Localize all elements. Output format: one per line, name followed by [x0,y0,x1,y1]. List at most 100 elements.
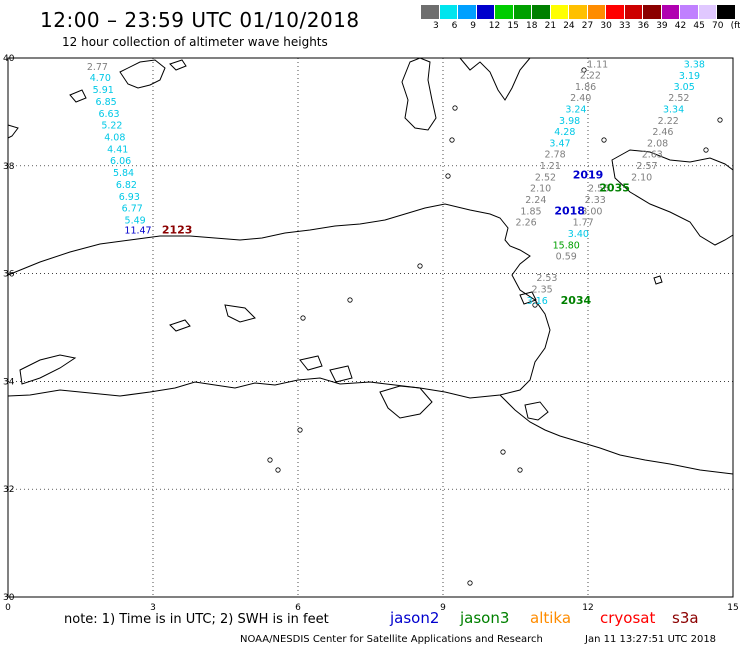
coastline [299,355,323,371]
scale-swatch [439,5,458,19]
scale-label: 9 [470,21,476,31]
wave-height-label: 3.47 [549,138,570,149]
map-title: 12:00 – 23:59 UTC 01/10/2018 [40,8,360,32]
scale-swatch [717,5,736,19]
wave-height-label: 0.59 [556,252,577,263]
scale-swatch [606,5,625,19]
map-subtitle: 12 hour collection of altimeter wave hei… [62,35,328,49]
wave-height-label: 2.22 [658,116,679,127]
islet [300,315,306,321]
x-tick-label: 6 [295,603,301,613]
scale-swatch [643,5,662,19]
coastline [69,89,87,103]
wave-height-label: 1.21 [540,161,561,172]
color-scale-bar [421,5,736,19]
wave-height-label: 2.26 [516,218,537,229]
scale-label: 70 [712,21,724,31]
pass-time-label: 2018 [554,204,585,217]
coastline [519,291,537,305]
wave-height-label: 2.52 [668,93,689,104]
wave-height-label: 6.06 [110,156,131,167]
wave-height-label: 15.80 [553,240,580,251]
wave-height-label: 2.52 [535,172,556,183]
wave-height-label: 2.56 [588,184,609,195]
scale-label: 42 [674,21,687,31]
legend-item-altika: altika [530,609,572,627]
wave-height-label: 5.84 [113,168,134,179]
coastline [19,354,77,385]
wave-height-label: 1.86 [575,82,596,93]
wave-height-label: 2.63 [642,150,663,161]
islet [532,302,538,308]
wave-height-label: 2.08 [647,138,668,149]
wave-height-label: 2.22 [580,70,601,81]
pass-time-label: 2034 [561,294,592,307]
x-tick-label: 0 [5,603,11,613]
wave-height-label: 2.46 [652,127,673,138]
wave-height-label: 2.40 [570,93,591,104]
islet [500,449,506,455]
scale-swatch [587,5,606,19]
scale-label: 33 [619,21,631,31]
x-tick-label: 12 [582,603,593,613]
scale-swatch [698,5,717,19]
wave-height-label: 3.16 [527,296,548,307]
scale-swatch [458,5,477,19]
generated-timestamp: Jan 11 13:27:51 UTC 2018 [585,634,717,645]
footer-note: note: 1) Time is in UTC; 2) SWH is in fe… [64,612,329,627]
coastline [7,124,19,139]
islet [703,147,709,153]
islet [297,427,303,433]
wave-height-label: 2.33 [585,195,606,206]
map-frame [7,57,734,598]
x-tick-label: 15 [727,603,738,613]
coastline [499,394,734,475]
islet [347,297,353,303]
scale-swatch [550,5,569,19]
wave-height-label: 2.77 [87,62,108,73]
scale-swatch [513,5,532,19]
wave-height-label: 2.53 [536,273,557,284]
wave-height-label: 3.05 [674,82,695,93]
wave-height-label: 11.47 [124,226,151,237]
legend-item-s3a: s3a [672,609,699,627]
wave-height-label: 5.49 [125,215,146,226]
scale-swatch [569,5,588,19]
scale-swatch [680,5,699,19]
islet [445,173,451,179]
coastline [169,319,191,332]
coastline [169,59,187,71]
x-tick-label: 9 [440,603,446,613]
islet [267,457,273,463]
wave-height-label: 1.11 [587,60,608,71]
islet [467,580,473,586]
wave-height-label: 2.10 [530,184,551,195]
islet [517,467,523,473]
coastline [7,203,551,399]
pass-time-label: 2019 [573,169,604,182]
islet [452,105,458,111]
coastline [459,57,531,101]
wave-height-label: 2.24 [525,195,546,206]
wave-height-label: 3.34 [663,104,684,115]
scale-label: (ft) [730,21,740,31]
wave-height-label: 6.85 [96,97,117,108]
y-tick-label: 30 [3,593,15,603]
scale-label: 27 [581,21,594,31]
wave-height-label: 3.98 [559,116,580,127]
coastline [119,59,166,89]
islet [601,137,607,143]
scale-swatch [532,5,551,19]
wave-height-label: 3.19 [679,71,700,82]
scale-label: 30 [600,21,612,31]
scale-label: 36 [637,21,650,31]
wave-height-label: 4.28 [554,127,575,138]
wave-height-label: 2.78 [545,150,566,161]
scale-label: 45 [693,21,705,31]
scale-label: 21 [544,21,557,31]
coastline [379,385,433,419]
scale-swatch [495,5,514,19]
islet [417,263,423,269]
